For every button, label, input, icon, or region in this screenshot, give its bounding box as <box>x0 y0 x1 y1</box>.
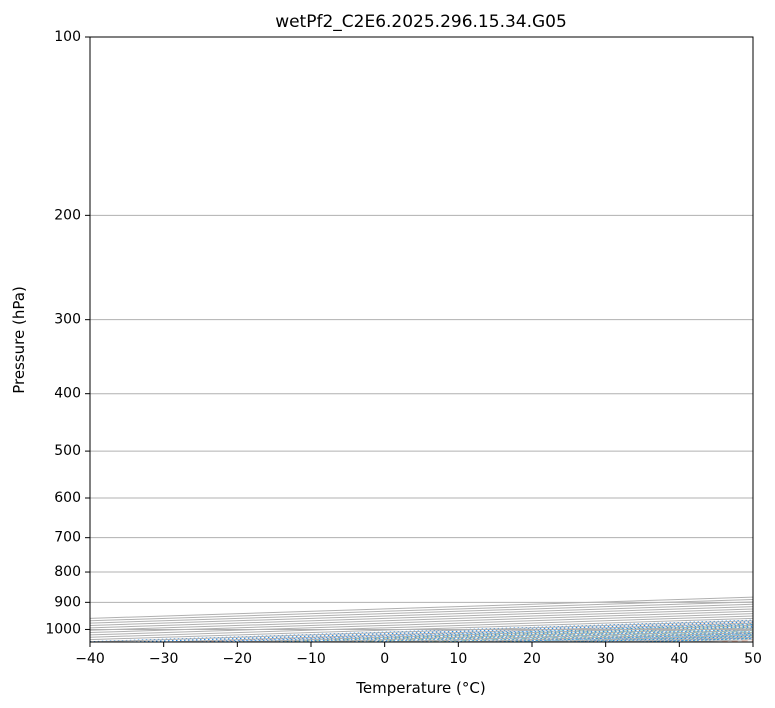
plot-frame <box>89 36 754 643</box>
dry-adiabat <box>412 629 753 642</box>
chart-title: wetPf2_C2E6.2025.296.15.34.G05 <box>275 12 567 32</box>
y-tick-label: 400 <box>54 386 81 402</box>
moist-adiabat <box>642 637 753 642</box>
x-tick-label: 10 <box>449 651 467 667</box>
y-tick-label: 100 <box>54 29 81 45</box>
isotherm <box>90 596 753 619</box>
isotherm <box>90 613 753 636</box>
y-tick-label: 600 <box>54 490 81 506</box>
mixing-ratio-line <box>645 637 753 642</box>
dry-adiabat <box>562 634 753 642</box>
isotherm <box>90 601 753 624</box>
x-axis-label: Temperature (°C) <box>355 679 485 697</box>
isotherm <box>310 627 753 642</box>
mixing-ratio-line <box>90 619 753 642</box>
dry-adiabat <box>487 632 753 642</box>
mixing-ratio-line <box>365 628 753 642</box>
mixing-ratio-line <box>522 633 753 642</box>
y-tick-label: 1000 <box>45 621 81 637</box>
moist-adiabat <box>310 626 753 642</box>
dry-adiabat <box>188 622 753 642</box>
isotherm <box>90 608 753 631</box>
y-tick-label: 800 <box>54 564 81 580</box>
dry-adiabat <box>711 640 753 642</box>
x-tick-label: 30 <box>597 651 615 667</box>
x-tick-label: −20 <box>223 651 253 667</box>
moist-adiabat <box>237 623 753 642</box>
x-tick-label: 0 <box>380 651 389 667</box>
x-tick-label: −10 <box>296 651 326 667</box>
x-tick-label: −40 <box>75 651 105 667</box>
dry-adiabat <box>263 624 753 642</box>
isotherm <box>679 639 753 642</box>
isotherm <box>90 617 753 641</box>
isotherm <box>90 610 753 634</box>
mixing-ratio-line <box>394 629 753 642</box>
moist-adiabat <box>495 632 753 642</box>
moist-adiabat <box>605 636 753 642</box>
isotherm <box>90 603 753 626</box>
y-tick-label: 700 <box>54 530 81 546</box>
isotherm <box>384 629 753 642</box>
x-tick-label: −30 <box>149 651 179 667</box>
x-tick-label: 40 <box>670 651 688 667</box>
isotherm <box>752 641 753 642</box>
moist-adiabat <box>458 631 753 642</box>
moist-adiabat <box>384 629 753 642</box>
y-tick-label: 900 <box>54 594 81 610</box>
dry-adiabat <box>636 637 753 642</box>
moist-adiabat <box>274 625 753 642</box>
isotherm <box>90 615 753 638</box>
moist-adiabat <box>347 627 753 642</box>
isotherm <box>90 598 753 622</box>
moist-adiabat <box>421 630 753 642</box>
mixing-ratio-line <box>546 634 753 642</box>
isotherm <box>90 620 753 642</box>
isotherm <box>605 636 753 642</box>
isotherm <box>163 622 753 642</box>
x-tick-label: 20 <box>523 651 541 667</box>
moist-adiabat <box>531 634 753 642</box>
isotherm <box>458 632 753 642</box>
isotherm <box>531 634 753 642</box>
moist-adiabat <box>568 635 753 642</box>
y-axis-label: Pressure (hPa) <box>10 286 28 394</box>
isotherm <box>237 624 753 642</box>
isotherm <box>90 606 753 629</box>
x-tick-label: 50 <box>744 651 762 667</box>
y-tick-label: 200 <box>54 207 81 223</box>
y-tick-label: 500 <box>54 443 81 459</box>
dry-adiabat <box>338 627 753 642</box>
y-tick-label: 300 <box>54 312 81 328</box>
